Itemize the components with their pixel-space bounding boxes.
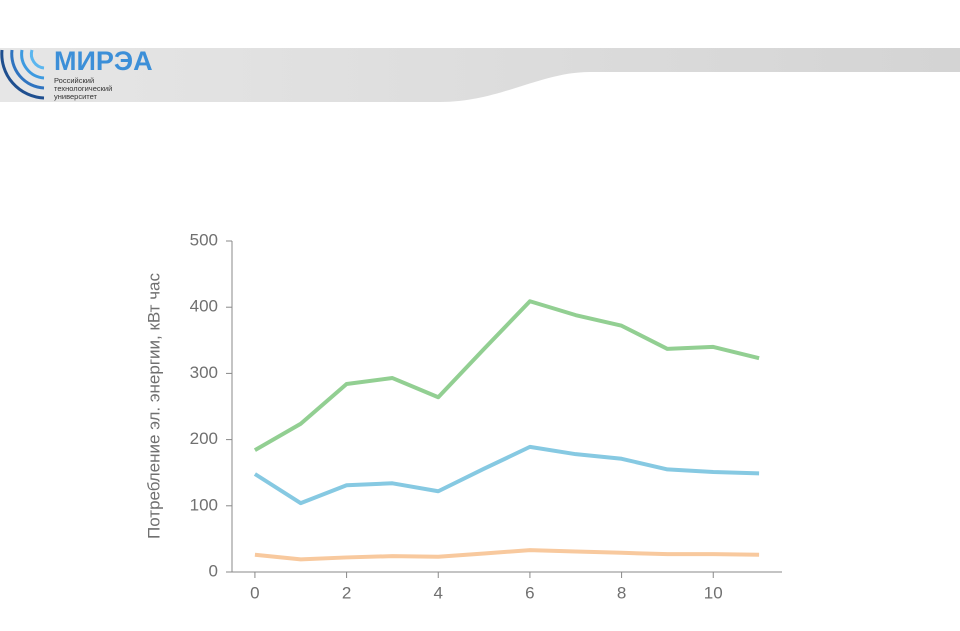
line-series [253, 299, 760, 452]
line-series [254, 548, 760, 562]
x-tick-label: 0 [250, 583, 259, 602]
x-tick-label: 8 [617, 583, 626, 602]
y-tick-label: 200 [190, 429, 218, 448]
y-tick-label: 100 [190, 495, 218, 514]
logo-line: университет [54, 92, 98, 101]
y-tick-label: 300 [190, 363, 218, 382]
y-tick-label: 0 [209, 561, 218, 580]
line-series [253, 444, 760, 506]
y-tick-label: 500 [190, 230, 218, 249]
y-axis-label: Потребление эл. энергии, кВт час [144, 272, 163, 539]
logo-name: МИРЭА [54, 46, 153, 76]
x-tick-label: 2 [342, 583, 351, 602]
x-tick-label: 4 [434, 583, 443, 602]
logo-mark [0, 49, 45, 100]
header-band [0, 48, 960, 102]
y-tick-label: 400 [190, 297, 218, 316]
logo-line: Российский [54, 76, 94, 85]
logo-line: технологический [54, 84, 112, 93]
x-tick-label: 6 [525, 583, 534, 602]
x-tick-label: 10 [704, 583, 723, 602]
